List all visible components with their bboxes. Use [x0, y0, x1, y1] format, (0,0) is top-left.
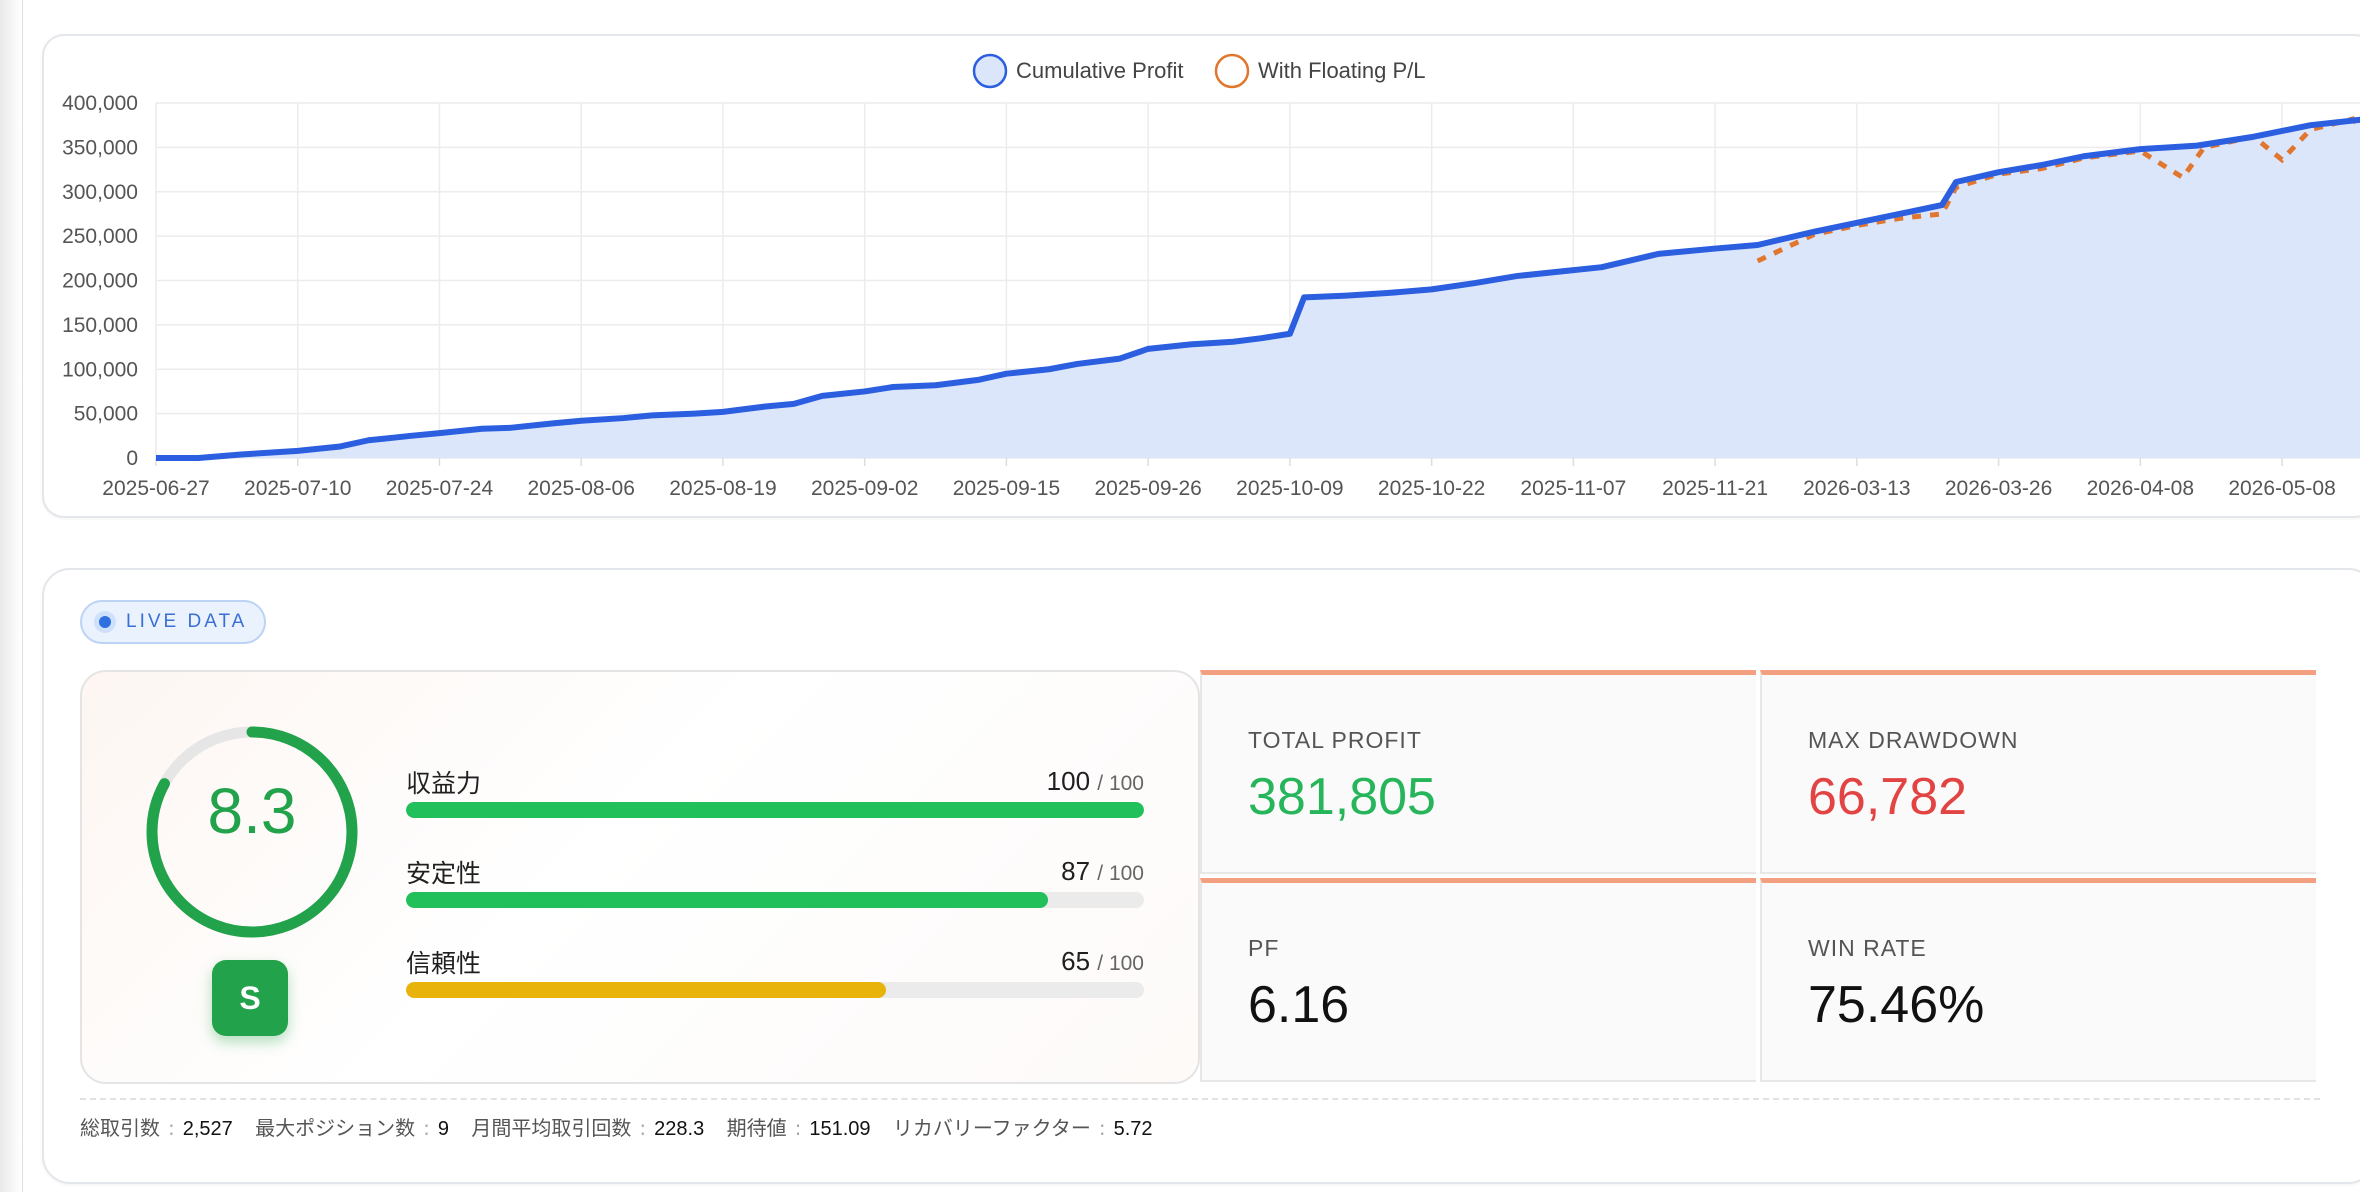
metric-label: 収益力	[406, 769, 482, 798]
x-tick-label: 2025-09-26	[1094, 477, 1201, 500]
x-tick-label: 2025-07-24	[386, 477, 494, 500]
x-tick-label: 2025-09-02	[811, 477, 918, 500]
legend-swatch-icon	[1214, 53, 1250, 89]
x-tick-label: 2025-11-07	[1520, 477, 1626, 500]
y-tick-label: 0	[126, 447, 138, 470]
metric-reliability: 信頼性 65 / 100	[406, 944, 1144, 1014]
metric-score: 87 / 100	[1061, 856, 1144, 886]
metric-bar	[406, 982, 1144, 998]
score-ring	[146, 726, 358, 938]
live-data-label: LIVE DATA	[126, 611, 248, 632]
metric-bar	[406, 802, 1144, 818]
kpi-pf: PF 6.16	[1200, 878, 1756, 1082]
metric-profitability: 収益力 100 / 100	[406, 764, 1144, 834]
y-tick-label: 150,000	[62, 314, 138, 337]
legend-swatch-icon	[972, 53, 1008, 89]
x-tick-label: 2025-08-19	[669, 477, 776, 500]
kpi-label: PF	[1248, 935, 1280, 961]
kpi-label: TOTAL PROFIT	[1248, 727, 1422, 753]
x-tick-label: 2025-07-10	[244, 477, 351, 500]
legend-label: Cumulative Profit	[1016, 58, 1184, 83]
score-panel: 8.3 S 収益力 100 / 100 安定性 87 / 100 信頼性 65 …	[80, 670, 1200, 1084]
footer-stat-label: 月間平均取引回数	[471, 1116, 632, 1140]
footer-stats: 総取引数:2,527 最大ポジション数:9 月間平均取引回数:228.3 期待値…	[80, 1116, 1153, 1140]
x-tick-label: 2025-10-09	[1236, 477, 1343, 500]
footer-stat-value: 228.3	[654, 1118, 705, 1140]
metric-label: 信頼性	[406, 949, 482, 978]
live-data-badge: LIVE DATA	[80, 600, 266, 644]
footer-stat-value: 9	[437, 1118, 450, 1140]
x-tick-label: 2025-06-27	[102, 477, 209, 500]
profit-chart-card: 400,000 350,000 300,000 250,000 200,000 150,0…	[42, 34, 2360, 518]
overall-score: 8.3	[207, 775, 297, 847]
x-tick-label: 2025-10-22	[1378, 477, 1485, 500]
floating-pl-line	[1756, 116, 2360, 264]
metric-score: 100 / 100	[1046, 766, 1144, 796]
y-tick-label: 200,000	[62, 270, 138, 293]
footer-stat-value: 151.09	[809, 1118, 871, 1140]
metric-label: 安定性	[406, 859, 482, 888]
footer-stat-label: 最大ポジション数	[255, 1116, 416, 1140]
metric-bar	[406, 892, 1144, 908]
y-tick-label: 50,000	[74, 403, 138, 426]
kpi-label: MAX DRAWDOWN	[1808, 727, 2019, 753]
y-tick-label: 400,000	[62, 92, 138, 115]
kpi-value: 75.46%	[1808, 976, 1985, 1034]
kpi-value: 381,805	[1248, 768, 1436, 826]
x-tick-label: 2026-04-08	[2087, 477, 2194, 500]
x-tick-label: 2025-09-15	[953, 477, 1060, 500]
kpi-label: WIN RATE	[1808, 935, 1927, 961]
metric-score: 65 / 100	[1061, 946, 1144, 976]
x-tick-label: 2026-05-08	[2228, 477, 2335, 500]
kpi-total-profit: TOTAL PROFIT 381,805	[1200, 670, 1756, 874]
footer-stat-label: リカバリーファクター	[892, 1116, 1091, 1140]
footer-stat-value: 5.72	[1113, 1118, 1153, 1140]
y-tick-label: 300,000	[62, 181, 138, 204]
kpi-max-drawdown: MAX DRAWDOWN 66,782	[1760, 670, 2316, 874]
grade-badge: S	[212, 960, 288, 1036]
left-scroll-rail	[0, 0, 23, 1192]
legend-label: With Floating P/L	[1258, 58, 1426, 83]
y-tick-label: 250,000	[62, 225, 138, 248]
live-indicator-icon	[94, 611, 116, 633]
footer-stat-label: 期待値	[726, 1116, 787, 1140]
x-tick-label: 2026-03-26	[1945, 477, 2052, 500]
y-tick-label: 350,000	[62, 136, 138, 159]
x-tick-label: 2026-03-13	[1803, 477, 1910, 500]
cumulative-profit-area	[156, 119, 2360, 458]
kpi-value: 6.16	[1248, 976, 1350, 1034]
x-tick-label: 2025-08-06	[527, 477, 634, 500]
profit-chart: 400,000 350,000 300,000 250,000 200,000 150,0…	[62, 53, 2360, 500]
footer-stat-value: 2,527	[182, 1118, 233, 1140]
metric-stability: 安定性 87 / 100	[406, 854, 1144, 924]
footer-divider	[80, 1098, 2320, 1100]
kpi-grid: TOTAL PROFIT 381,805 MAX DRAWDOWN 66,782…	[1200, 670, 2318, 1084]
cumulative-profit-line	[156, 116, 2360, 461]
kpi-value: 66,782	[1808, 768, 1968, 826]
x-tick-label: 2025-11-21	[1662, 477, 1768, 500]
kpi-win-rate: WIN RATE 75.46%	[1760, 878, 2316, 1082]
y-tick-label: 100,000	[62, 358, 138, 381]
footer-stat-label: 総取引数	[80, 1116, 160, 1140]
